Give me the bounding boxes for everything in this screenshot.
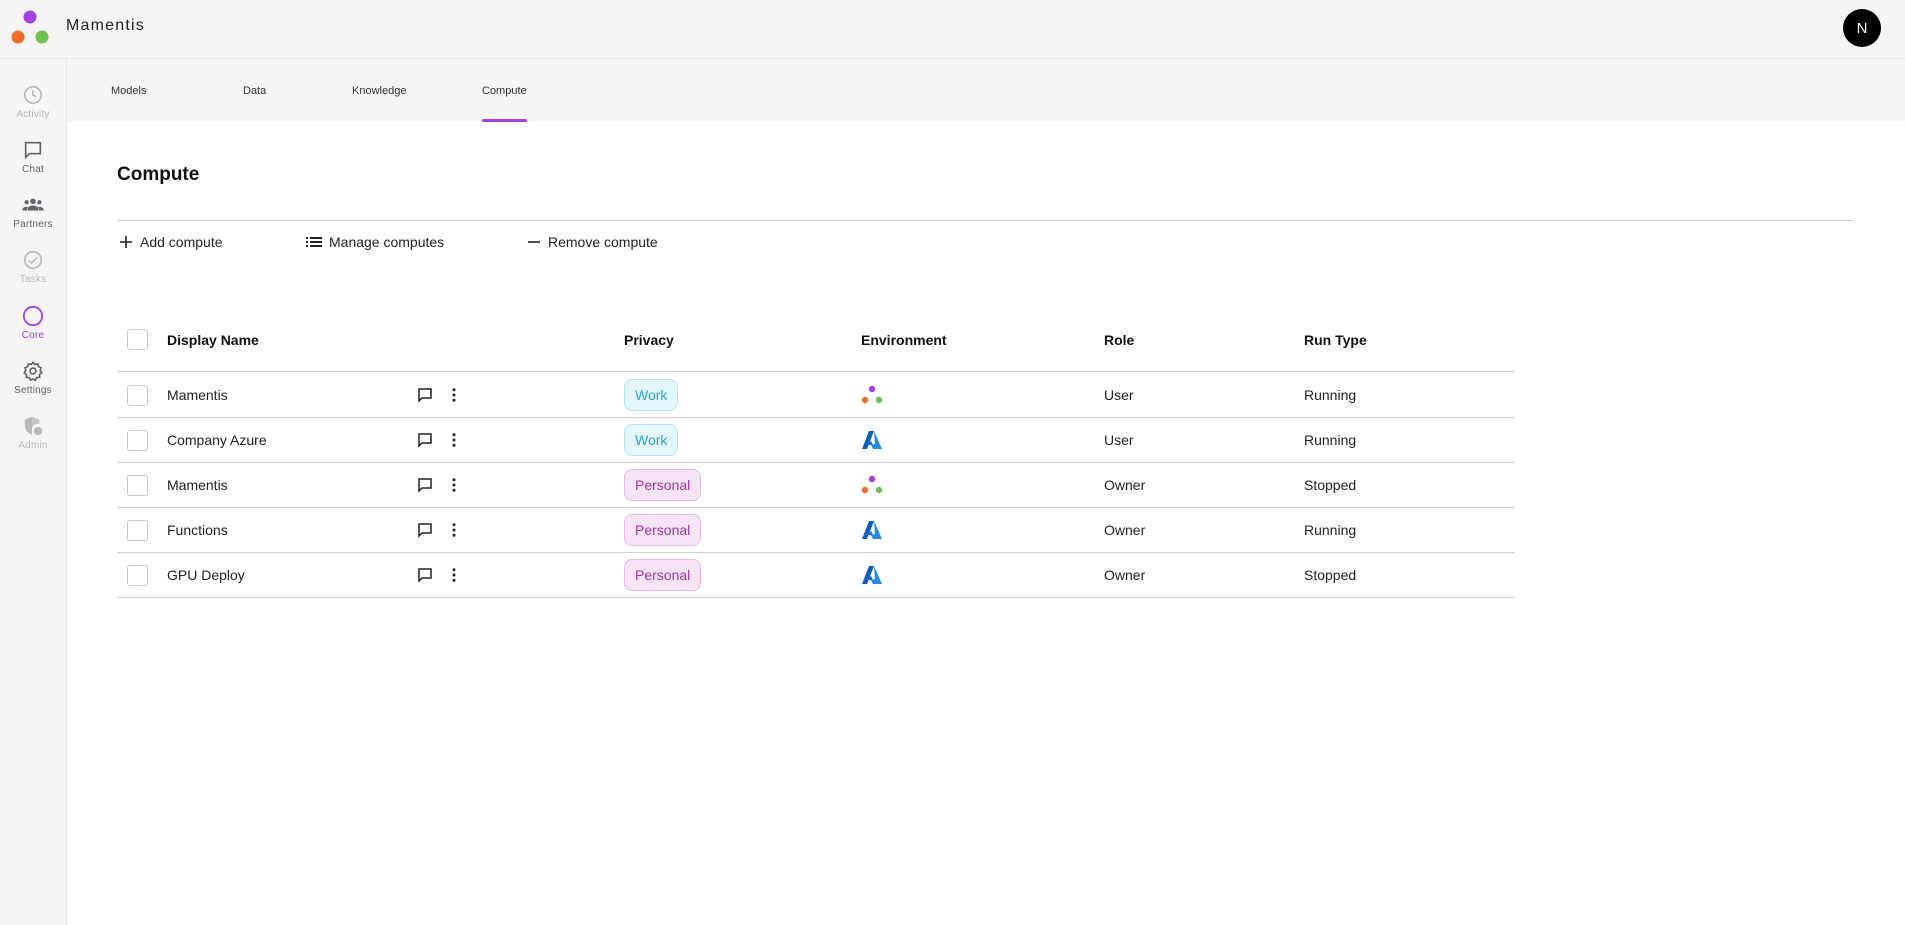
- sidebar-item-chat[interactable]: Chat: [0, 139, 66, 187]
- table-header: Display Name Privacy Environment Role Ru…: [117, 308, 1515, 372]
- more-vert-icon[interactable]: [443, 429, 465, 451]
- role-cell: Owner: [1104, 477, 1146, 493]
- mamentis-icon: [861, 475, 883, 494]
- clock-icon: [23, 85, 43, 105]
- admin-shield-icon: [24, 416, 43, 436]
- azure-icon: [862, 431, 882, 449]
- gear-icon: [23, 361, 43, 382]
- page-title: Compute: [117, 164, 200, 185]
- row-checkbox[interactable]: [127, 385, 148, 406]
- more-vert-icon[interactable]: [443, 564, 465, 586]
- sidebar: Activity Chat Partners Tasks Core Settin…: [0, 60, 67, 925]
- table-row[interactable]: GPU Deploy Personal Owner Stopped: [117, 553, 1515, 598]
- remove-compute-button[interactable]: Remove compute: [527, 230, 658, 254]
- display-name-cell: Company Azure: [167, 432, 267, 448]
- privacy-badge: Work: [624, 379, 679, 411]
- sidebar-item-admin[interactable]: Admin: [0, 415, 66, 463]
- mamentis-icon: [861, 385, 883, 404]
- chat-icon[interactable]: [414, 384, 436, 406]
- row-checkbox[interactable]: [127, 430, 148, 451]
- role-cell: Owner: [1104, 567, 1146, 583]
- check-circle-icon: [23, 250, 43, 270]
- chat-icon[interactable]: [414, 564, 436, 586]
- row-checkbox[interactable]: [127, 475, 148, 496]
- tab-label: Data: [243, 85, 267, 97]
- header-privacy[interactable]: Privacy: [624, 332, 674, 348]
- run-type-cell: Stopped: [1304, 477, 1357, 493]
- role-cell: User: [1104, 387, 1134, 403]
- tab-models[interactable]: Models: [111, 60, 146, 122]
- display-name-cell: Functions: [167, 522, 228, 538]
- privacy-badge: Personal: [624, 514, 702, 546]
- sidebar-item-label: Partners: [13, 219, 53, 230]
- table-row[interactable]: Mamentis Work User Running: [117, 373, 1515, 418]
- tab-knowledge[interactable]: Knowledge: [352, 60, 406, 122]
- app-title: Mamentis: [66, 17, 145, 34]
- privacy-badge: Personal: [624, 559, 702, 591]
- tab-label: Compute: [482, 85, 527, 97]
- avatar[interactable]: N: [1843, 9, 1881, 47]
- add-compute-label: Add compute: [140, 234, 223, 250]
- chat-icon: [24, 141, 42, 160]
- sidebar-item-label: Settings: [14, 385, 52, 396]
- plus-icon: [120, 236, 132, 248]
- display-name-cell: GPU Deploy: [167, 567, 245, 583]
- run-type-cell: Running: [1304, 522, 1357, 538]
- display-name-cell: Mamentis: [167, 387, 228, 403]
- more-vert-icon[interactable]: [443, 384, 465, 406]
- azure-icon: [862, 566, 882, 584]
- sidebar-item-activity[interactable]: Activity: [0, 84, 66, 132]
- divider: [117, 220, 1853, 221]
- sidebar-item-label: Admin: [18, 440, 48, 451]
- run-type-cell: Stopped: [1304, 567, 1357, 583]
- sidebar-item-core[interactable]: Core: [0, 305, 66, 353]
- list-icon: [306, 237, 322, 247]
- sidebar-item-label: Activity: [16, 109, 50, 120]
- tab-label: Knowledge: [352, 85, 407, 97]
- sidebar-item-settings[interactable]: Settings: [0, 360, 66, 408]
- tab-compute[interactable]: Compute: [482, 60, 527, 122]
- header-role[interactable]: Role: [1104, 332, 1135, 348]
- chat-icon[interactable]: [414, 519, 436, 541]
- main-content: Compute Add compute Manage computes Remo…: [67, 122, 1905, 925]
- row-checkbox[interactable]: [127, 565, 148, 586]
- manage-computes-label: Manage computes: [329, 234, 445, 250]
- tab-bar: Models Data Knowledge Compute: [67, 60, 1905, 122]
- sidebar-item-label: Core: [21, 330, 45, 341]
- privacy-badge: Personal: [624, 469, 702, 501]
- run-type-cell: Running: [1304, 432, 1357, 448]
- tab-data[interactable]: Data: [243, 60, 266, 122]
- role-cell: Owner: [1104, 522, 1146, 538]
- table-row[interactable]: Mamentis Personal Owner Stopped: [117, 463, 1515, 508]
- display-name-cell: Mamentis: [167, 477, 228, 493]
- manage-computes-button[interactable]: Manage computes: [306, 230, 444, 254]
- header-display-name[interactable]: Display Name: [167, 332, 259, 348]
- privacy-badge: Work: [624, 424, 679, 456]
- add-compute-button[interactable]: Add compute: [119, 230, 223, 254]
- run-type-cell: Running: [1304, 387, 1357, 403]
- top-bar: Mamentis N: [0, 0, 1905, 59]
- circle-icon: [22, 305, 44, 327]
- group-icon: [22, 198, 44, 211]
- header-run-type[interactable]: Run Type: [1304, 332, 1367, 348]
- row-checkbox[interactable]: [127, 520, 148, 541]
- table-row[interactable]: Company Azure Work User Running: [117, 418, 1515, 463]
- chat-icon[interactable]: [414, 474, 436, 496]
- minus-icon: [528, 241, 540, 243]
- chat-icon[interactable]: [414, 429, 436, 451]
- azure-icon: [862, 521, 882, 539]
- more-vert-icon[interactable]: [443, 474, 465, 496]
- role-cell: User: [1104, 432, 1134, 448]
- sidebar-item-partners[interactable]: Partners: [0, 194, 66, 242]
- table-row[interactable]: Functions Personal Owner Running: [117, 508, 1515, 553]
- header-environment[interactable]: Environment: [861, 332, 947, 348]
- select-all-checkbox[interactable]: [127, 329, 148, 350]
- mamentis-logo-icon[interactable]: [10, 8, 50, 46]
- sidebar-item-label: Chat: [22, 164, 44, 175]
- more-vert-icon[interactable]: [443, 519, 465, 541]
- remove-compute-label: Remove compute: [548, 234, 658, 250]
- tab-label: Models: [111, 85, 147, 97]
- sidebar-item-label: Tasks: [19, 274, 47, 285]
- sidebar-item-tasks[interactable]: Tasks: [0, 249, 66, 297]
